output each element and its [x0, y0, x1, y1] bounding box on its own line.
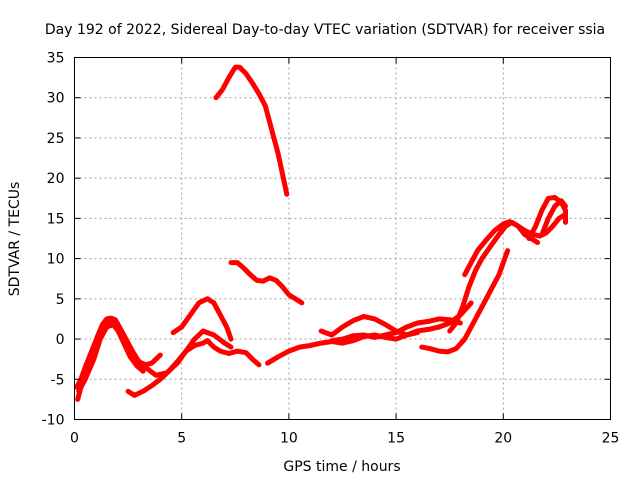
y-tick-label: 15 [47, 211, 65, 227]
y-tick-label: 5 [56, 292, 65, 308]
axis-ticks: 0 5 10 15 20 25 -10 -5 0 5 10 15 20 25 30 35 [42, 51, 620, 447]
series-arc-10 [329, 316, 463, 344]
series-arc-5 [170, 296, 234, 342]
x-tick-label: 20 [494, 431, 512, 447]
y-tick-label: -10 [42, 413, 65, 429]
y-tick-label: 10 [47, 252, 65, 268]
x-tick-label: 0 [70, 431, 79, 447]
series-arc-4 [125, 338, 262, 398]
chart-title: Day 192 of 2022, Sidereal Day-to-day VTE… [45, 22, 605, 38]
y-tick-label: 0 [56, 332, 65, 348]
series-arc-14 [526, 195, 568, 241]
y-tick-label: -5 [51, 372, 65, 388]
x-tick-label: 5 [177, 431, 186, 447]
series-arc-2 [74, 318, 146, 390]
grid [74, 57, 611, 420]
x-tick-label: 15 [387, 431, 405, 447]
y-tick-label: 20 [47, 171, 65, 187]
plot-frame [74, 57, 611, 420]
x-tick-label: 10 [280, 431, 298, 447]
series-arc-7 [228, 260, 305, 306]
series-arc-6 [213, 64, 290, 197]
y-axis-label: SDTVAR / TECUs [7, 182, 23, 297]
series-arc-9 [318, 314, 420, 338]
series-arc-3 [76, 322, 234, 394]
x-axis-label: GPS time / hours [283, 459, 400, 475]
y-tick-label: 35 [47, 51, 65, 67]
series-arc-12 [447, 219, 541, 334]
y-tick-label: 30 [47, 91, 65, 107]
series-arc-13 [462, 211, 568, 278]
x-tick-label: 25 [602, 431, 620, 447]
series-arc-15 [539, 198, 568, 237]
y-tick-label: 25 [47, 131, 65, 147]
series-arc-11 [419, 248, 511, 355]
series-arc-8 [265, 300, 474, 366]
data-series-group [74, 64, 568, 402]
